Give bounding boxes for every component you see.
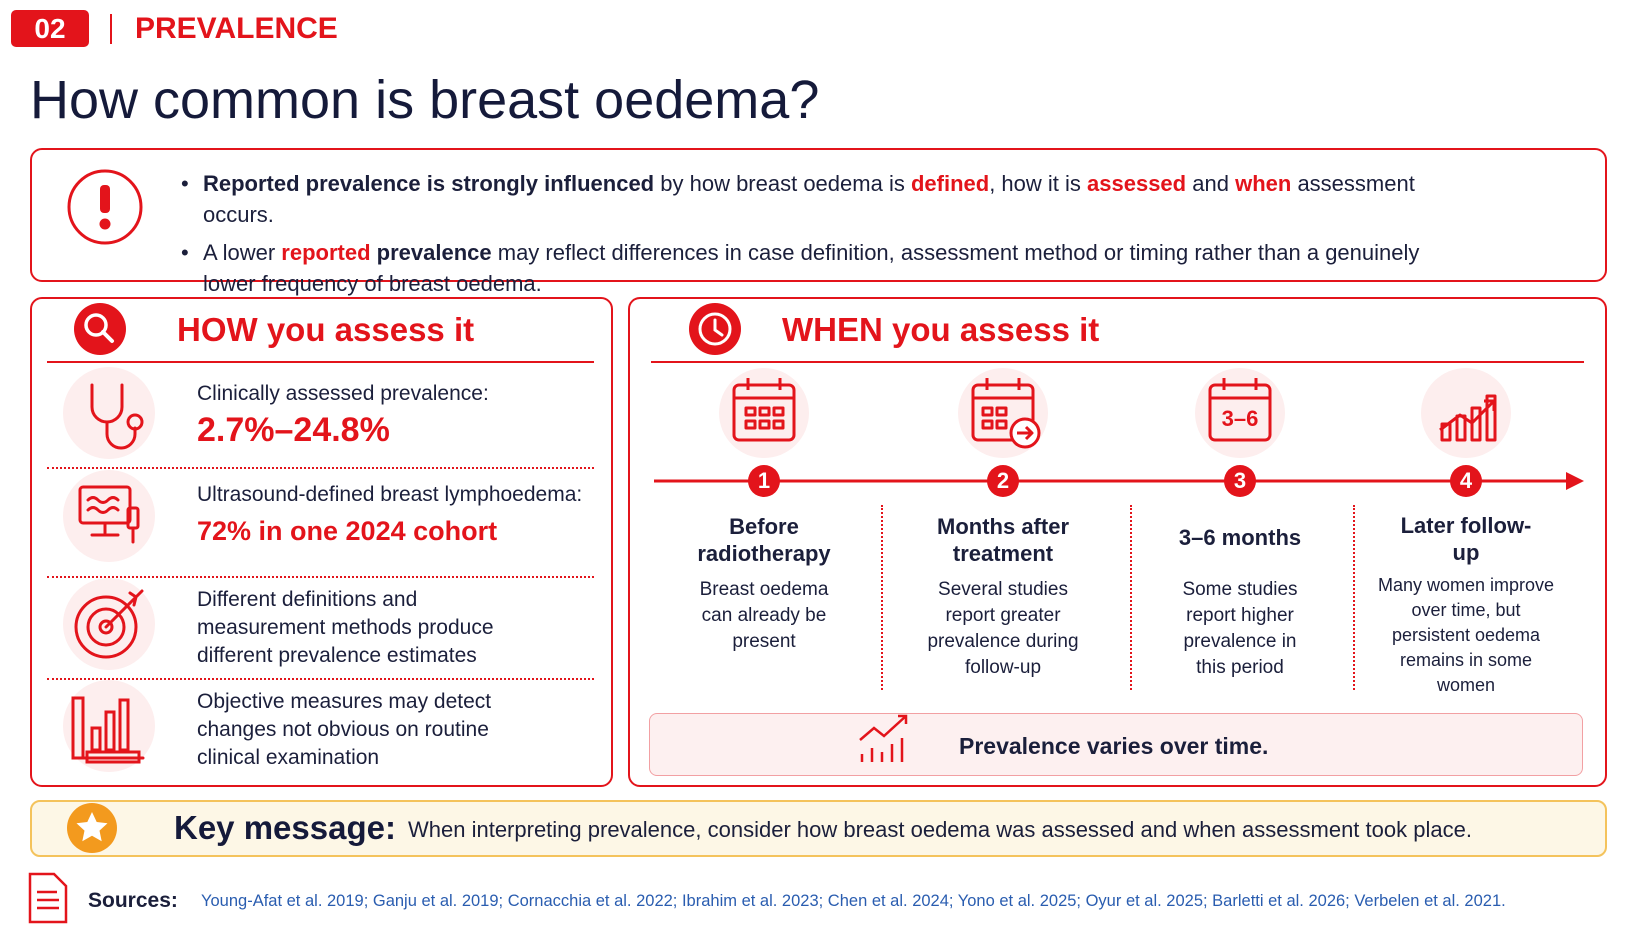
bullet: • Reported prevalence is strongly influen… [181, 171, 1415, 227]
search-icon [74, 303, 126, 355]
document-icon [28, 872, 68, 924]
separator [47, 576, 594, 578]
step-text: Breast oedema can already be present [699, 579, 829, 652]
text: prevalence [376, 240, 492, 265]
text: may reflect differences in case definiti… [203, 240, 1420, 296]
how-panel [30, 297, 613, 787]
text: , how it is [989, 171, 1081, 196]
step-text: Many women improve over time, but persis… [1377, 575, 1555, 695]
star-icon [67, 803, 117, 853]
rule [651, 361, 1584, 363]
text: defined [910, 171, 990, 196]
text: reported [281, 240, 371, 265]
icon-text: 3–6 [1221, 406, 1259, 431]
item-value: 2.7%–24.8% [197, 411, 390, 449]
separator [881, 505, 883, 690]
panel-title: WHEN you assess it [782, 311, 1100, 348]
step-title: Months after treatment [937, 514, 1069, 566]
alert-box [30, 148, 1607, 282]
separator [1130, 505, 1132, 690]
alert-bullets: • Reported prevalence is strongly influen… [181, 168, 1481, 299]
text: assessed [1087, 171, 1187, 196]
sources-label: Sources: [88, 889, 178, 912]
page-title: How common is breast oedema? [30, 70, 820, 130]
footer-box [649, 713, 1583, 776]
text: by how breast oedema is [660, 171, 905, 196]
trend-icon [859, 714, 908, 762]
section-number: 02 [11, 10, 89, 47]
step-number: 4 [1459, 468, 1473, 493]
step-number: 2 [996, 468, 1010, 493]
step-number: 1 [757, 468, 771, 493]
separator [1353, 505, 1355, 690]
timeline-icons [654, 368, 1584, 497]
rule [47, 361, 594, 363]
sources-text: Young-Afat et al. 2019; Ganju et al. 201… [201, 892, 1506, 910]
text: A lower [203, 240, 276, 265]
how-icons [63, 367, 155, 772]
panel-title: HOW you assess it [177, 311, 475, 348]
item-value: 72% in one 2024 cohort [197, 516, 498, 546]
step-text: Some studies report higher prevalence in… [1182, 579, 1298, 678]
item-text: Different definitions and measurement me… [197, 588, 494, 667]
bullet: • A lower reported prevalence may reflect… [181, 240, 1420, 296]
key-text: When interpreting prevalence, consider h… [408, 817, 1472, 842]
key-label: Key message: [174, 809, 396, 846]
clock-icon [689, 303, 741, 355]
text: when [1235, 171, 1292, 196]
footer-text: Prevalence varies over time. [959, 733, 1269, 759]
step-title: 3–6 months [1178, 525, 1302, 550]
text: assessment occurs. [203, 171, 1415, 227]
separator [47, 467, 594, 469]
section-title: PREVALENCE [135, 12, 338, 45]
step-title: Later follow-up [1400, 513, 1532, 565]
alert-icon [67, 169, 143, 245]
text: Reported prevalence is strongly influenc… [203, 171, 655, 196]
when-panel [628, 297, 1607, 787]
item-label: Clinically assessed prevalence: [197, 382, 489, 405]
text: and [1192, 171, 1229, 196]
separator [47, 678, 594, 680]
step-text: Several studies report greater prevalenc… [927, 579, 1079, 678]
step-title: Before radiotherapy [697, 514, 831, 566]
step-number: 3 [1233, 468, 1247, 493]
key-box [30, 800, 1607, 857]
item-text: Objective measures may detect changes no… [197, 690, 492, 769]
item-label: Ultrasound-defined breast lymphoedema: [197, 483, 583, 506]
divider [110, 14, 112, 44]
